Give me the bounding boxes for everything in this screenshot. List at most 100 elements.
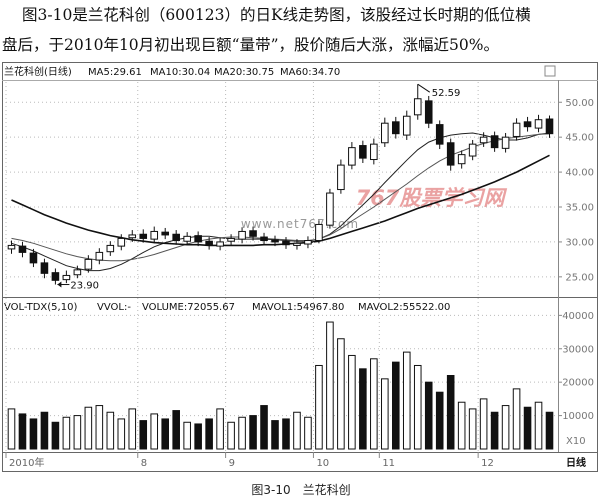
candle-body: [523, 121, 532, 128]
volume-bar: [523, 406, 532, 450]
candle-body: [501, 136, 510, 149]
candle-body: [40, 262, 49, 274]
header-text: MA20:30.75: [214, 67, 274, 78]
volume-bar: [150, 413, 159, 450]
volume-bar: [249, 415, 257, 450]
candle-body: [29, 252, 38, 264]
header-text: MAVOL2:55522.00: [358, 302, 450, 313]
chart-frame: [2, 62, 598, 472]
volume-bar: [51, 421, 60, 450]
period-label: 日线: [566, 456, 586, 469]
candle-body: [457, 154, 466, 165]
candle-body: [381, 122, 389, 144]
candle-body: [194, 235, 202, 243]
candle-body: [95, 251, 104, 261]
candle-body: [391, 121, 400, 135]
candle-body: [435, 124, 444, 145]
paragraph-line: 盘后，于2010年10月初出现巨额“量带”，股价随后大涨，涨幅近50%。: [2, 35, 499, 54]
candle-body: [84, 258, 93, 270]
x-tick-label: 9: [229, 458, 235, 469]
arrow-head: [57, 281, 62, 288]
volume-bar: [40, 411, 49, 450]
volume-bar: [359, 368, 367, 450]
candle-body: [370, 143, 378, 161]
candle-body: [304, 240, 312, 245]
volume-bar: [315, 364, 323, 450]
volume-bar: [260, 405, 268, 450]
volume-bar: [172, 410, 180, 450]
candle-body: [73, 269, 82, 276]
header-text: VVOL:-: [97, 302, 131, 313]
volume-bar: [7, 408, 16, 450]
volume-bar: [391, 361, 400, 450]
volume-bar: [95, 405, 104, 450]
y-tick-label: 40000: [562, 311, 594, 322]
x-tick-label: 8: [141, 458, 147, 469]
candle-body: [139, 233, 148, 239]
volume-bar: [271, 420, 279, 450]
candle-body: [545, 118, 554, 135]
volume-bar: [337, 338, 345, 450]
volume-bar: [117, 418, 126, 450]
y-tick-label: 20000: [562, 378, 594, 389]
candle-body: [106, 244, 115, 253]
y-tick-label: 40.00: [565, 168, 594, 179]
volume-bar: [205, 418, 213, 450]
volume-bar: [534, 401, 543, 450]
caption: 图3-10 兰花科创: [251, 482, 350, 497]
volume-bar: [370, 358, 378, 450]
y-tick-label: 45.00: [565, 133, 594, 144]
watermark: 767股票学习网: [356, 186, 508, 210]
volume-bar: [139, 420, 148, 450]
volume-bar: [424, 381, 433, 450]
volume-bar: [326, 321, 334, 450]
ma-line: [11, 154, 550, 247]
header-text: VOL-TDX(5,10): [4, 302, 77, 313]
candle-body: [18, 245, 27, 253]
volume-bar: [402, 351, 411, 450]
header-text: VOLUME:72055.67: [142, 302, 235, 313]
y-tick-label: 30000: [562, 344, 594, 355]
volume-bar: [381, 378, 389, 450]
y-tick-label: 25.00: [565, 272, 594, 283]
candle-body: [183, 235, 191, 242]
x-tick-label: 11: [382, 458, 395, 469]
volume-bar: [348, 354, 356, 450]
candle-body: [260, 236, 268, 242]
y-tick-label: 30.00: [565, 237, 594, 248]
header-text: MA5:29.61: [88, 67, 142, 78]
volume-bar: [304, 416, 312, 450]
candle-body: [479, 136, 488, 144]
volume-bar: [479, 398, 488, 450]
volume-bar: [161, 418, 170, 450]
volume-bar: [84, 406, 93, 450]
candle-body: [413, 98, 422, 116]
y-tick-label: 35.00: [565, 203, 594, 214]
candle-body: [227, 237, 235, 242]
volume-bar: [194, 423, 202, 450]
candle-body: [128, 234, 137, 239]
low-label: 23.90: [70, 281, 99, 292]
candle-body: [51, 272, 60, 281]
volume-bar: [62, 416, 71, 450]
x-tick-label: 12: [481, 458, 494, 469]
volume-bar: [18, 413, 27, 450]
volume-bar: [413, 364, 422, 450]
candle-body: [512, 122, 521, 137]
candle-body: [150, 230, 159, 240]
volume-bar: [238, 416, 246, 450]
volume-bar: [282, 418, 290, 450]
header-text: MA60:34.70: [280, 67, 340, 78]
window-button[interactable]: [544, 65, 556, 77]
volume-bar: [227, 421, 235, 450]
candle-body: [424, 100, 433, 124]
candle-body: [293, 242, 301, 246]
y-tick-label: 50.00: [565, 98, 594, 109]
volume-bar: [490, 411, 499, 450]
volume-bar: [468, 408, 477, 450]
volume-bar: [545, 411, 554, 450]
volume-bar: [216, 408, 224, 450]
volume-bar: [435, 391, 444, 450]
volume-bar: [128, 408, 137, 450]
volume-bar: [106, 411, 115, 450]
